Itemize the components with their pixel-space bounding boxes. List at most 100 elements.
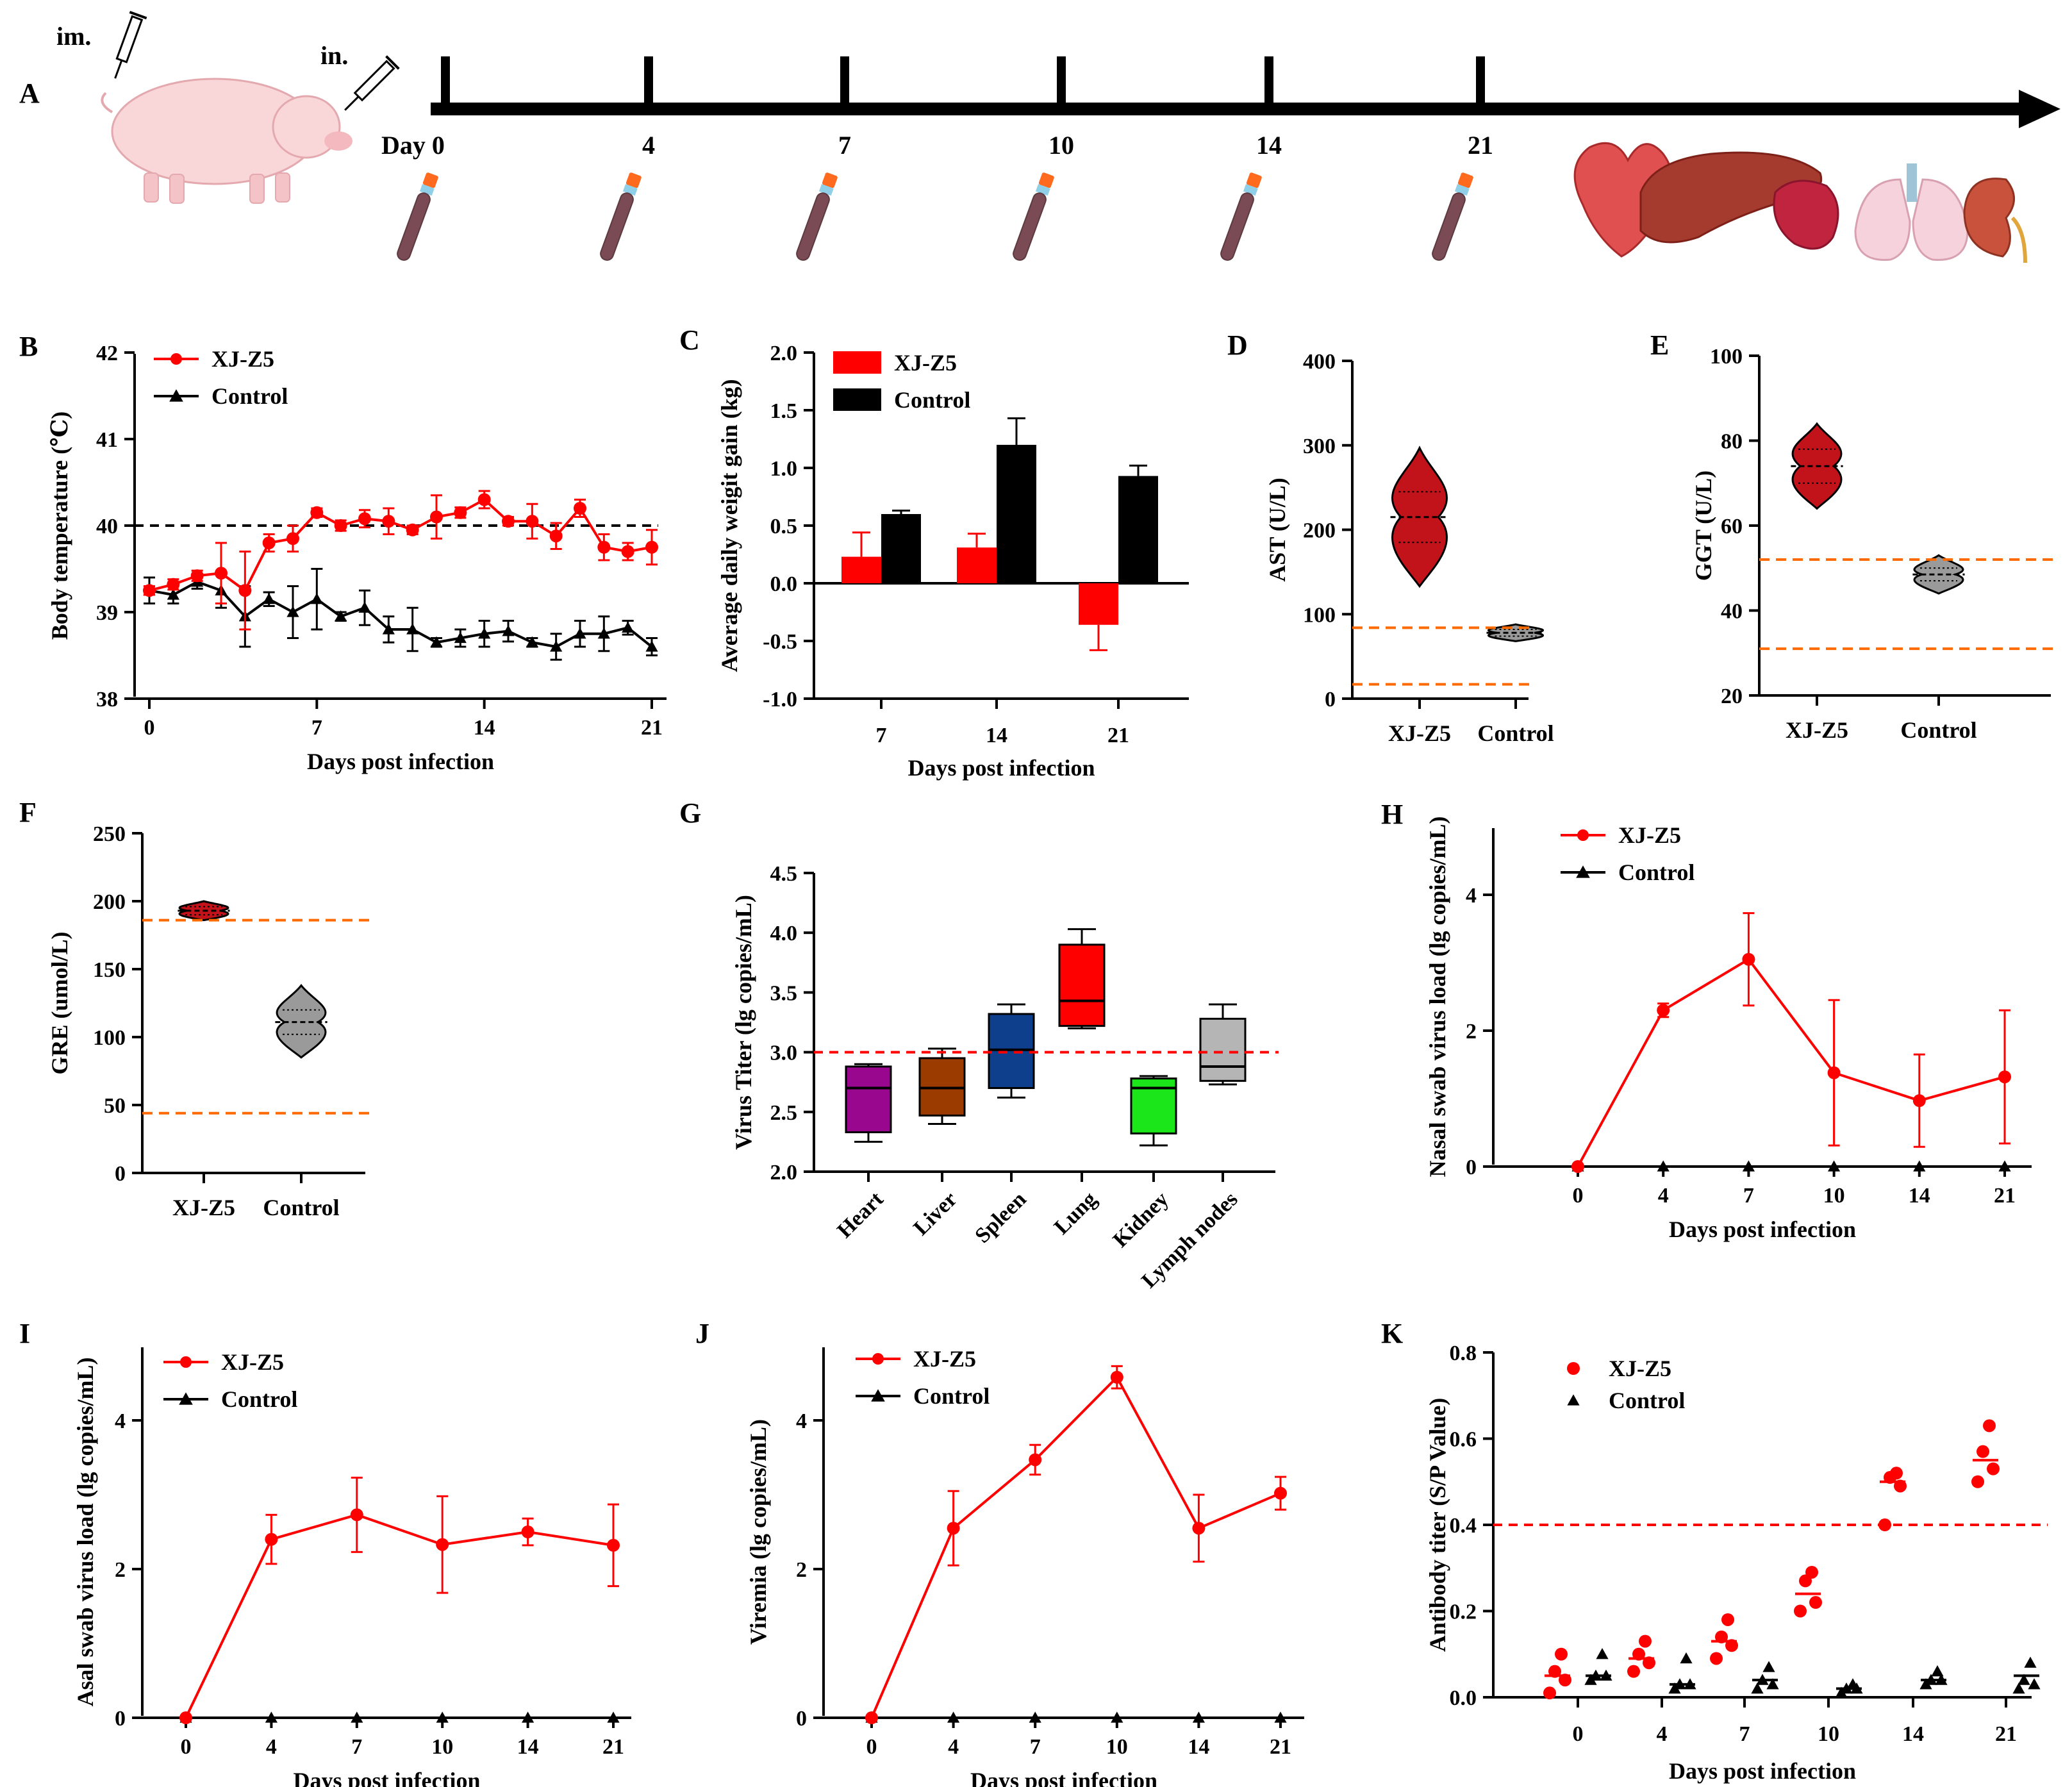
pig-leg [275,172,290,203]
syringe-barrel [115,15,144,63]
syringe-icon [114,10,147,79]
data-point [478,628,491,639]
x-tick-label: 21 [1270,1735,1291,1759]
tube-cap [1457,172,1473,188]
y-tick-label: 100 [1303,603,1336,627]
data-point [1596,1648,1609,1659]
box [1130,1077,1177,1135]
data-point [550,640,563,652]
legend-label: XJ-Z5 [1609,1356,1671,1381]
panel-letter: I [19,1318,30,1349]
y-tick-label: -1.0 [763,688,797,711]
syringe-barrel [353,60,395,102]
panel-letter: D [1227,329,1248,361]
trachea [1907,163,1917,202]
y-tick-label: 2.5 [770,1101,798,1125]
data-point [526,636,538,647]
y-axis-label: GRE (umol/L) [47,931,72,1074]
data-point [382,623,395,635]
x-tick-label: 7 [1739,1722,1750,1746]
series-line [185,1513,614,1718]
x-axis-label: Days post infection [908,755,1095,781]
pig-snout [324,131,352,151]
x-axis-label: Days post infection [970,1768,1157,1787]
data-point [522,1711,535,1723]
data-point [167,588,179,600]
x-tick-label: 14 [1902,1722,1924,1746]
tube-band [818,184,834,196]
chart-j: J 0 2 4 0 4 7 10 14 21 Viremia (lg copies/mL) Days … [695,1318,1304,1787]
data-point [1627,1665,1640,1678]
panel-a-timeline: Aim. in. Day 0 4 7 10 14 21 [19,10,2060,263]
tube-body [600,192,634,261]
x-tick-label: 7 [1030,1735,1041,1759]
y-axis-label: Antibody titer (S/P Value) [1425,1398,1450,1652]
x-tick-label: Control [1900,717,1977,743]
data-point [350,1508,363,1522]
syringe-plunger [385,55,400,70]
series-line [870,1375,1281,1718]
y-tick-label: 20 [1721,685,1743,708]
y-tick-label: 4 [1466,884,1477,908]
data-point [1029,1453,1042,1467]
lung-icon [1854,163,1969,261]
chart-h: H 0 2 4 0 4 7 10 14 21 Nasal swab virus load (lg c… [1381,799,2032,1242]
legend-label: Control [1609,1388,1685,1413]
bar [997,445,1036,583]
panel-letter-a: A [19,78,40,109]
x-tick-label: 10 [1818,1722,1839,1746]
x-tick-label: 7 [876,724,887,747]
legend-label: Control [211,383,288,409]
x-tick-label: 14 [517,1735,539,1759]
y-axis-label: Average daily weigit gain (kg) [717,379,742,672]
x-tick-label: XJ-Z5 [172,1195,235,1220]
data-point [454,631,467,644]
tube-cap [626,172,642,188]
x-tick-label: 0 [866,1735,877,1759]
y-tick-label: 1.0 [770,457,798,481]
pig-leg [249,174,265,204]
x-tick-label: XJ-Z5 [1786,717,1848,743]
data-point [1567,1394,1580,1406]
data-point [180,1356,192,1368]
x-tick-label: 21 [1994,1184,2016,1208]
x-tick-label: 10 [1823,1184,1845,1208]
data-point [526,515,539,528]
data-point [1192,1711,1205,1723]
tube-band [622,184,638,196]
x-tick-label: Spleen [970,1187,1031,1247]
pig-tail [101,92,113,113]
data-point [1998,1160,2011,1172]
x-tick-label: 7 [311,716,322,740]
y-tick-label: 300 [1303,435,1336,458]
data-point [179,1711,192,1724]
x-tick-label: 4 [1657,1722,1668,1746]
data-point [1998,1070,2011,1084]
x-tick-label: 10 [431,1735,453,1759]
y-tick-label: 4 [115,1409,126,1433]
data-point [1913,1160,1926,1172]
blood-tube-icon [397,172,438,261]
chart-f: F 0 50 100 150 200 250 GRE (umol/L) XJ-Z5 Control [19,797,372,1220]
y-tick-label: 60 [1721,515,1743,538]
tube-band [419,184,435,196]
data-point [2018,1674,2030,1685]
data-point [1987,1462,2000,1475]
blood-tube-icon [1432,172,1473,261]
data-point [1721,1613,1734,1626]
tube-band [1243,184,1258,196]
y-tick-label: 0.4 [1450,1514,1477,1538]
panel-letter: B [19,331,38,362]
data-point [1029,1711,1041,1723]
data-point [262,536,276,549]
legend-label: XJ-Z5 [211,346,274,372]
y-tick-label: 2 [115,1558,126,1582]
x-tick-label: 21 [1995,1722,2017,1746]
x-tick-label: Control [1477,720,1554,746]
data-point [645,640,658,652]
tube-body [1013,192,1047,261]
y-tick-label: 38 [96,688,118,711]
lung-left [1854,178,1911,261]
